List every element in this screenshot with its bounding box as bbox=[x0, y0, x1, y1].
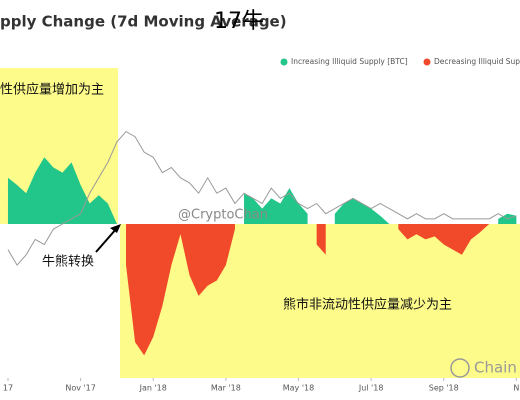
annotation: 熊市非流动性供应量减少为主 bbox=[283, 297, 452, 313]
price-line bbox=[7, 130, 517, 266]
x-tick-label: N bbox=[513, 384, 519, 393]
area bbox=[126, 224, 490, 356]
legend-swatch bbox=[280, 58, 288, 66]
chart-title: pply Change (7d Moving Average) bbox=[0, 13, 287, 31]
arrow-head bbox=[110, 224, 121, 233]
x-tick-label: Sep '18 bbox=[429, 384, 459, 393]
x-tick-label: Jul '18 bbox=[358, 384, 384, 393]
x-tick-label: May '18 bbox=[283, 384, 314, 393]
legend-label: Increasing Illiquid Supply [BTC] bbox=[291, 57, 408, 66]
watermark: Chain bbox=[474, 359, 517, 377]
x-tick-label: Mar '18 bbox=[211, 384, 241, 393]
plot bbox=[7, 130, 517, 356]
watermark: @CryptoChan bbox=[178, 208, 268, 223]
annotation: 性供应量增加为主 bbox=[0, 82, 104, 98]
title-note: 17牛 bbox=[214, 9, 264, 34]
arrow bbox=[95, 227, 118, 253]
x-tick-label: 17 bbox=[3, 384, 13, 393]
x-tick-label: Nov '17 bbox=[65, 384, 96, 393]
legend-swatch bbox=[423, 58, 431, 66]
annotation: 牛熊转换 bbox=[42, 254, 94, 270]
wechat-icon bbox=[450, 358, 470, 378]
x-tick-label: Jan '18 bbox=[139, 384, 167, 393]
legend-label: Decreasing Illiquid Supply bbox=[434, 57, 520, 66]
area bbox=[7, 157, 517, 224]
